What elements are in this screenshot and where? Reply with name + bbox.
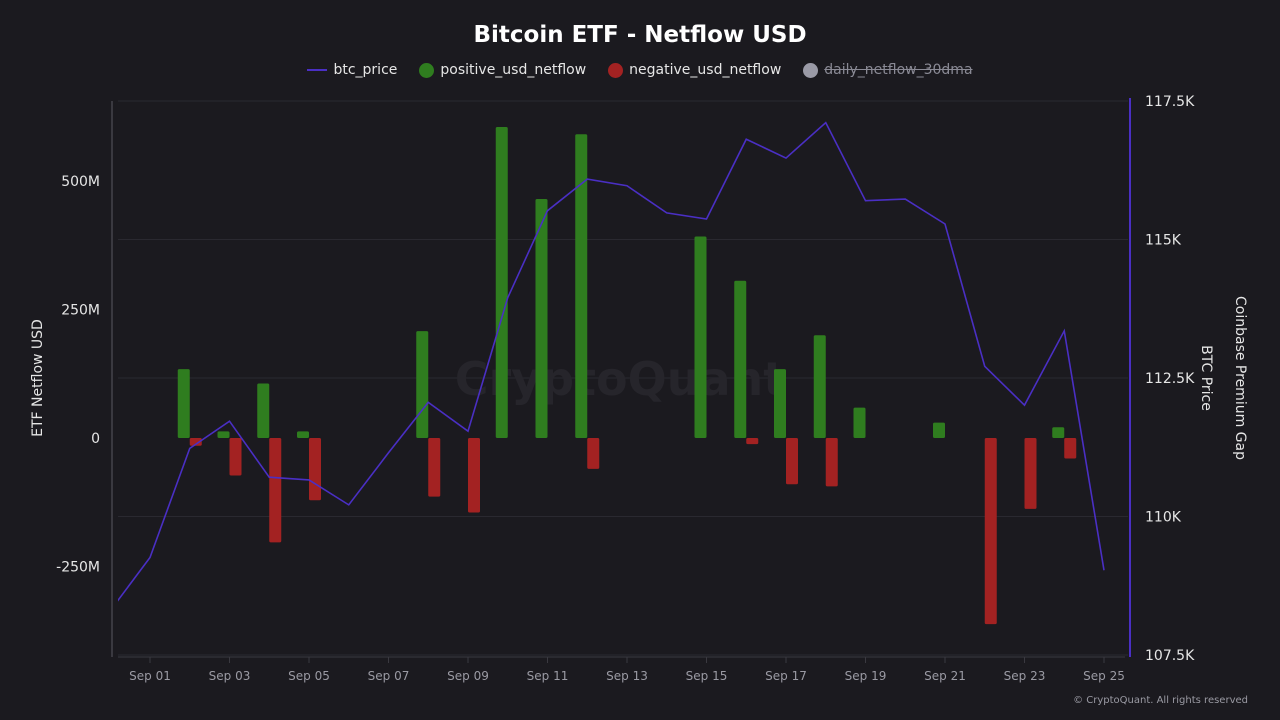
circle-swatch-icon	[608, 62, 624, 78]
positive-netflow-bar	[774, 369, 786, 438]
x-tick-label: Sep 03	[209, 669, 251, 683]
negative-netflow-bar	[825, 438, 838, 487]
left-axis-label: ETF Netflow USD	[30, 319, 46, 437]
negative-netflow-bar	[189, 438, 202, 446]
legend-label: positive_usd_netflow	[440, 62, 587, 78]
left-tick-label: 250M	[61, 303, 100, 319]
positive-netflow-bar	[734, 280, 747, 438]
x-tick-label: Sep 15	[686, 669, 728, 683]
legend-item-btc-price[interactable]: btc_price	[307, 62, 397, 78]
circle-swatch-icon	[419, 62, 435, 78]
positive-netflow-bar	[416, 331, 429, 438]
positive-netflow-bar	[297, 431, 309, 438]
right-axis-label-premium-gap: Coinbase Premium Gap	[1232, 296, 1248, 460]
legend-item-positive-netflow[interactable]: positive_usd_netflow	[419, 62, 586, 78]
negative-netflow-bar	[587, 438, 600, 469]
positive-netflow-bar	[933, 422, 945, 438]
right-tick-label: 115K	[1145, 233, 1182, 249]
right-tick-label: 107.5K	[1145, 648, 1195, 664]
negative-netflow-bar	[984, 438, 997, 625]
legend-item-negative-netflow[interactable]: negative_usd_netflow	[608, 62, 781, 78]
positive-netflow-bar	[853, 407, 866, 438]
legend: btc_price positive_usd_netflow negative_…	[0, 62, 1280, 78]
positive-netflow-bar	[177, 369, 190, 438]
x-tick-label: Sep 21	[924, 669, 966, 683]
x-tick-label: Sep 11	[527, 669, 569, 683]
x-tick-label: Sep 19	[845, 669, 887, 683]
positive-netflow-bar	[257, 383, 270, 438]
circle-swatch-icon	[803, 62, 819, 78]
negative-netflow-bar	[229, 438, 242, 476]
positive-netflow-bar	[495, 127, 508, 438]
x-tick-label: Sep 17	[765, 669, 807, 683]
copyright-credit: © CryptoQuant. All rights reserved	[1073, 695, 1248, 706]
x-tick-label: Sep 07	[368, 669, 410, 683]
x-tick-label: Sep 25	[1083, 669, 1125, 683]
watermark: CryptoQuant	[455, 352, 786, 406]
legend-label: negative_usd_netflow	[629, 62, 782, 78]
negative-netflow-bar	[1024, 438, 1037, 509]
x-tick-label: Sep 01	[129, 669, 171, 683]
negative-netflow-bar	[269, 438, 282, 543]
x-tick-label: Sep 13	[606, 669, 648, 683]
negative-netflow-bar	[1064, 438, 1077, 459]
legend-item-30dma[interactable]: daily_netflow_30dma	[803, 62, 973, 78]
legend-label: daily_netflow_30dma	[824, 62, 973, 78]
left-tick-label: -250M	[56, 560, 100, 576]
btc-price-line	[118, 121, 1105, 602]
negative-netflow-bar	[468, 438, 480, 513]
positive-netflow-bar	[1052, 427, 1065, 438]
left-tick-label: 500M	[61, 174, 100, 190]
positive-netflow-bar	[217, 431, 230, 438]
negative-netflow-bar	[786, 438, 798, 485]
right-tick-label: 112.5K	[1145, 371, 1195, 387]
negative-netflow-bar	[428, 438, 441, 497]
negative-netflow-bar	[309, 438, 321, 501]
left-tick-label: 0	[91, 431, 100, 447]
positive-netflow-bar	[535, 198, 548, 438]
positive-netflow-bar	[813, 335, 826, 438]
line-swatch-icon	[307, 69, 328, 71]
positive-netflow-bar	[575, 134, 588, 438]
negative-netflow-bar	[746, 438, 759, 445]
x-tick-label: Sep 05	[288, 669, 330, 683]
x-tick-label: Sep 23	[1004, 669, 1046, 683]
right-tick-label: 110K	[1145, 510, 1182, 526]
right-tick-label: 117.5K	[1145, 94, 1195, 110]
chart-title: Bitcoin ETF - Netflow USD	[473, 22, 807, 48]
x-tick-label: Sep 09	[447, 669, 489, 683]
positive-netflow-bar	[694, 236, 707, 438]
legend-label: btc_price	[333, 62, 398, 78]
right-axis-label-btc-price: BTC Price	[1198, 345, 1214, 411]
